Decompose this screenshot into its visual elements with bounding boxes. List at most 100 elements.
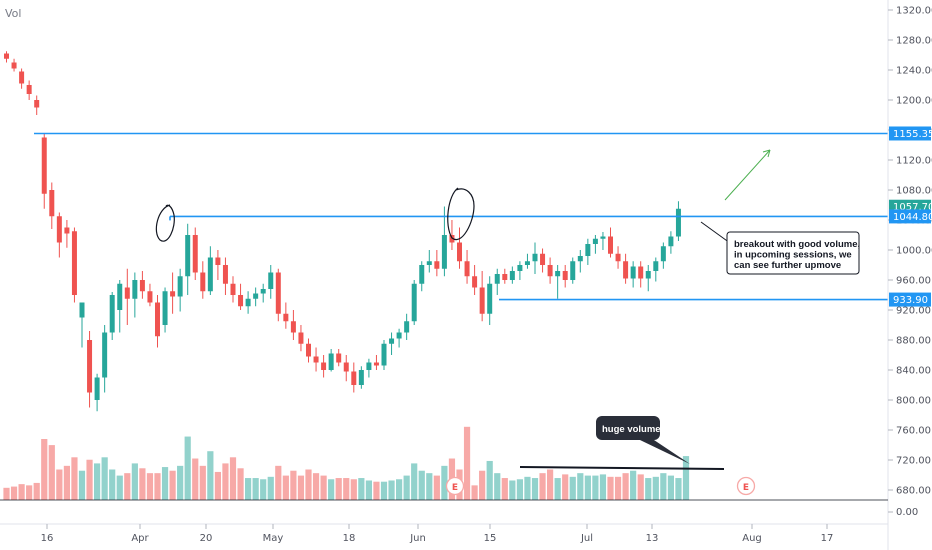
level-lines[interactable] bbox=[34, 132, 888, 301]
volume-bar bbox=[184, 436, 191, 500]
candle-up bbox=[396, 328, 402, 348]
candle-down bbox=[608, 227, 613, 258]
volume-bar bbox=[494, 473, 501, 500]
candle-up bbox=[630, 261, 636, 288]
volume-bar bbox=[229, 457, 237, 500]
volume-bar bbox=[41, 439, 48, 500]
candle-up bbox=[487, 276, 493, 325]
time-tick-label: Jul bbox=[580, 533, 593, 544]
huge-volume-label: huge volume bbox=[602, 424, 661, 435]
candle-down bbox=[313, 347, 319, 372]
volume-bar bbox=[599, 474, 607, 500]
candle-up bbox=[109, 292, 115, 340]
candle-down bbox=[26, 80, 32, 100]
candle-up bbox=[441, 206, 447, 277]
candle-down bbox=[192, 227, 198, 280]
price-tick: 1280.00 bbox=[888, 36, 932, 47]
candle-down bbox=[540, 248, 546, 273]
candle-up bbox=[253, 287, 259, 307]
candle-up bbox=[162, 287, 168, 333]
candle-down bbox=[283, 302, 289, 329]
price-axis[interactable]: 1320.001280.001240.001200.001160.001120.… bbox=[888, 6, 932, 497]
volume-bar bbox=[63, 465, 70, 500]
candle-down bbox=[562, 265, 568, 288]
time-tick-label: Apr bbox=[131, 533, 149, 544]
volume-bar bbox=[328, 479, 335, 500]
candle-down bbox=[19, 68, 25, 89]
volume-bar bbox=[463, 426, 471, 500]
volume-bar bbox=[94, 463, 101, 500]
price-tick: 1080.00 bbox=[888, 186, 932, 197]
candle-down bbox=[623, 253, 629, 284]
volume-bar bbox=[78, 470, 86, 500]
volume-bar bbox=[358, 478, 365, 500]
candle-up bbox=[517, 261, 523, 280]
volume-bar bbox=[214, 471, 221, 500]
volume-bar bbox=[645, 478, 652, 500]
volume-bar bbox=[622, 473, 629, 500]
candle-down bbox=[464, 250, 470, 284]
price-tick: 840.00 bbox=[888, 366, 931, 377]
volume-bar bbox=[343, 478, 350, 500]
note-pointer bbox=[700, 221, 731, 244]
volume-bar bbox=[539, 473, 546, 500]
candle-down bbox=[155, 295, 160, 348]
candle-up bbox=[645, 265, 651, 292]
volume-bars bbox=[3, 426, 690, 500]
breakout-note: breakout with good volume,in upcoming se… bbox=[734, 239, 860, 271]
volume-bar bbox=[380, 481, 388, 500]
candle-up bbox=[245, 291, 251, 314]
candle-up bbox=[524, 253, 530, 269]
volume-bar bbox=[501, 478, 508, 500]
time-tick-label: 17 bbox=[821, 533, 834, 544]
candle-up bbox=[570, 257, 576, 284]
candle-down bbox=[351, 362, 357, 393]
candle-down bbox=[547, 257, 553, 284]
candle-down bbox=[298, 325, 304, 352]
svg-text:1057.70: 1057.70 bbox=[893, 202, 932, 213]
earnings-marker-1[interactable]: E bbox=[445, 476, 465, 496]
price-tick-label: 920.00 bbox=[896, 306, 931, 317]
circle-mark-right bbox=[447, 187, 475, 241]
price-tag: 933.90 bbox=[889, 292, 931, 307]
candle-down bbox=[56, 212, 62, 258]
volume-bar bbox=[486, 460, 493, 500]
volume-bar bbox=[569, 476, 576, 500]
price-tick: 680.00 bbox=[888, 486, 931, 497]
volume-bar bbox=[222, 463, 229, 500]
time-tick-label: Aug bbox=[742, 533, 762, 544]
volume-bar bbox=[607, 476, 614, 500]
uptrend-arrow-head bbox=[762, 149, 771, 158]
candle-up bbox=[389, 332, 395, 355]
price-tick: 720.00 bbox=[888, 456, 931, 467]
time-axis[interactable]: 16 Apr 20 May 18 Jun 15 Jul 13 Aug 17 bbox=[41, 524, 834, 544]
candle-up bbox=[426, 250, 432, 273]
note-box bbox=[726, 231, 860, 275]
earnings-marker-2[interactable]: E bbox=[736, 476, 756, 496]
volume-axis-tick: 0.00 bbox=[896, 507, 918, 518]
candle-down bbox=[638, 261, 644, 288]
volume-bar bbox=[471, 485, 478, 500]
candle-up bbox=[268, 265, 274, 299]
volume-bar bbox=[245, 478, 252, 500]
candle-up bbox=[117, 280, 123, 333]
volume-bar bbox=[290, 470, 297, 500]
volume-bar bbox=[199, 465, 206, 500]
price-tag: 1155.35 bbox=[889, 126, 932, 141]
candle-up bbox=[600, 232, 606, 250]
candle-up bbox=[585, 238, 591, 265]
volume-bar bbox=[48, 445, 55, 500]
candle-down bbox=[41, 133, 47, 209]
price-tick-label: 760.00 bbox=[896, 426, 931, 437]
candle-down bbox=[34, 95, 40, 115]
candle-down bbox=[11, 58, 17, 72]
candle-up bbox=[132, 272, 138, 318]
volume-bar bbox=[667, 475, 674, 500]
volume-bar bbox=[592, 475, 599, 500]
volume-bar bbox=[305, 469, 312, 500]
candle-up bbox=[532, 242, 538, 274]
price-tick-label: 1080.00 bbox=[896, 186, 932, 197]
candle-up bbox=[366, 358, 372, 378]
